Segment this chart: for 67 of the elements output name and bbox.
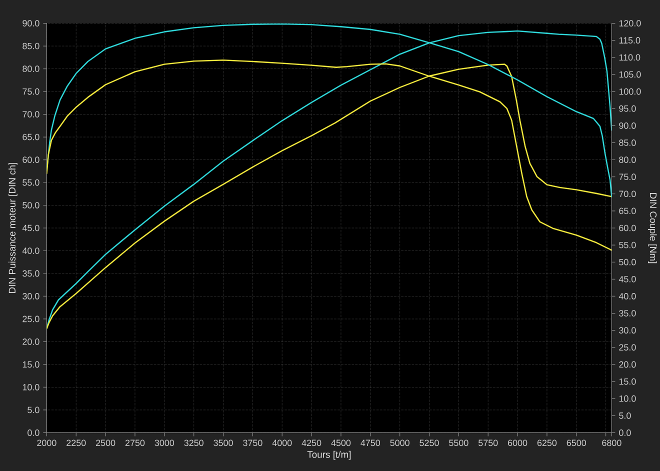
y2-tick-label: 50.0 [619, 258, 636, 266]
y2-tick-label: 105.0 [619, 71, 641, 78]
y2-tick-label: 100.0 [619, 88, 641, 95]
y-tick-label: 45.0 [22, 224, 40, 232]
y2-tick-label: 60.0 [619, 224, 636, 232]
y-tick-label: 75.0 [22, 88, 40, 95]
y2-tick-label: 10.0 [619, 395, 636, 402]
y-tick-label: 50.0 [22, 202, 40, 208]
y2-tick-label: 45.0 [618, 276, 636, 282]
y-tick-label: 15.0 [22, 361, 40, 368]
x-tick-label: 2750 [125, 440, 145, 446]
y-axis-title: DIN Puissance moteur [DIN ch] [8, 162, 18, 293]
x-tick-label: 4250 [302, 440, 322, 446]
x-axis-title: Tours [t/m] [307, 450, 351, 460]
y2-tick-label: 120.0 [619, 20, 641, 26]
y2-tick-label: 90.0 [619, 122, 636, 129]
x-tick-label: 2250 [66, 440, 86, 446]
x-tick-label: 5500 [449, 440, 468, 446]
y2-tick-label: 20.0 [619, 361, 636, 368]
x-tick-label: 2500 [96, 440, 116, 446]
x-tick-label: 6000 [508, 440, 528, 446]
y2-tick-label: 0.0 [619, 430, 631, 436]
y-tick-label: 40.0 [22, 248, 40, 254]
y2-tick-label: 95.0 [619, 105, 636, 112]
x-tick-label: 2000 [37, 440, 56, 446]
y2-tick-label: 15.0 [619, 378, 636, 385]
y2-tick-label: 80.0 [619, 156, 636, 163]
y-tick-label: 80.0 [22, 66, 40, 72]
x-tick-label: 3250 [184, 440, 204, 446]
y-tick-label: 25.0 [22, 316, 40, 322]
y2-tick-label: 110.0 [619, 54, 640, 61]
y-tick-label: 65.0 [22, 134, 40, 140]
x-tick-label: 4750 [360, 440, 380, 446]
y2-axis-title: DIN Couple [Nm] [648, 193, 657, 264]
y2-tick-label: 5.0 [619, 412, 631, 419]
x-tick-label: 6800 [602, 440, 622, 446]
x-tick-label: 5000 [390, 440, 410, 446]
y2-tick-label: 55.0 [619, 242, 636, 248]
x-tick-label: 4500 [331, 440, 351, 446]
y-tick-label: 55.0 [22, 179, 40, 186]
y2-tick-label: 65.0 [619, 208, 636, 214]
y-tick-label: 5.0 [28, 406, 40, 414]
y-tick-label: 30.0 [22, 293, 40, 300]
y2-tick-label: 70.0 [619, 190, 636, 198]
x-tick-label: 5250 [420, 440, 439, 446]
y2-tick-label: 35.0 [619, 310, 636, 316]
y-tick-label: 70.0 [22, 111, 40, 118]
y2-tick-label: 30.0 [619, 327, 636, 334]
y2-tick-label: 40.0 [618, 293, 636, 300]
x-tick-label: 3500 [214, 440, 233, 446]
y2-tick-label: 25.0 [619, 344, 636, 351]
x-tick-label: 6500 [566, 440, 586, 446]
x-tick-label: 4000 [272, 440, 292, 446]
y-tick-label: 85.0 [22, 42, 40, 50]
y-tick-label: 20.0 [22, 338, 40, 345]
y2-tick-label: 75.0 [619, 174, 636, 180]
y-tick-label: 35.0 [22, 270, 40, 277]
x-tick-label: 3750 [243, 440, 262, 446]
y2-tick-label: 85.0 [619, 140, 636, 146]
x-tick-label: 5750 [478, 440, 498, 446]
y-tick-label: 0.0 [28, 430, 40, 436]
y-tick-label: 90.0 [22, 20, 40, 26]
x-tick-label: 6250 [537, 440, 557, 446]
y-tick-label: 60.0 [22, 156, 40, 163]
y-tick-label: 10.0 [22, 384, 40, 390]
x-tick-label: 3000 [154, 440, 174, 446]
y2-tick-label: 115.0 [619, 37, 640, 44]
